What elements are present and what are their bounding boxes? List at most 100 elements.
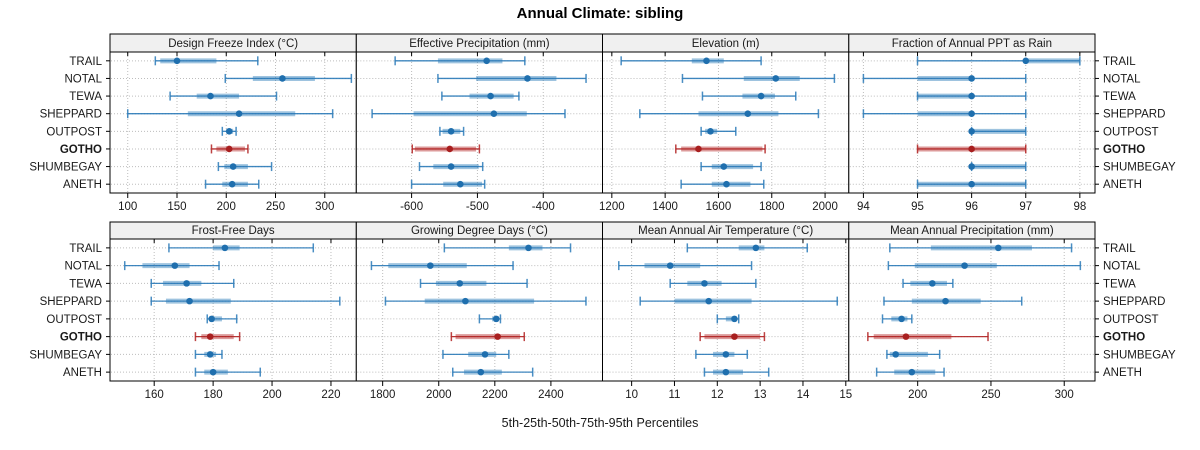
series-shumbegay — [700, 162, 762, 172]
series-aneth — [194, 367, 262, 377]
median-dot — [722, 351, 730, 358]
panel-body — [848, 238, 1096, 382]
series-gotho — [450, 332, 526, 342]
axis-tick-label: 2000 — [812, 201, 838, 213]
series-notal — [862, 73, 1027, 83]
site-label-left-tewa-row0: TEWA — [69, 91, 102, 103]
median-dot — [208, 315, 215, 323]
axis-tick-label: 1800 — [370, 389, 396, 401]
site-label-left-aneth-row1: ANETH — [63, 367, 102, 379]
axis-tick-label: 250 — [266, 201, 285, 213]
median-dot — [447, 163, 455, 170]
panel-body — [355, 238, 603, 382]
series-sheppard — [384, 296, 587, 306]
series-tewa — [169, 91, 278, 101]
series-shumbegay — [968, 162, 1027, 172]
median-dot — [1022, 57, 1030, 65]
axis-tick-label: 180 — [204, 389, 223, 401]
axis-tick-label: 97 — [1019, 201, 1032, 213]
panel-body — [602, 238, 850, 382]
series-notal — [224, 73, 353, 83]
site-label-right-sheppard-row0: SHEPPARD — [1103, 109, 1165, 121]
series-trail — [686, 243, 809, 253]
axis-tick-label: 1600 — [706, 201, 732, 213]
site-label-right-aneth-row1: ANETH — [1103, 367, 1142, 379]
panel-elevation-m: Elevation (m) 1200 1400 1600 1800 2000 — [599, 33, 850, 213]
median-dot — [757, 92, 765, 100]
axis-tick-label: 300 — [1055, 389, 1074, 401]
series-gotho — [675, 144, 766, 154]
axis-tick-label: 1400 — [652, 201, 678, 213]
axis-tick-label: 10 — [625, 389, 638, 401]
median-dot — [707, 128, 714, 135]
median-dot — [183, 280, 190, 287]
site-label-right-tewa-row1: TEWA — [1103, 278, 1136, 290]
panel-design-freeze-index-c: Design Freeze Index (°C) 100 150 200 250 300 — [106, 33, 357, 213]
median-dot — [772, 75, 780, 82]
median-dot — [206, 333, 214, 340]
median-dot — [968, 128, 975, 135]
median-dot — [731, 315, 738, 323]
axis-tick-label: 15 — [839, 389, 852, 401]
series-aneth — [204, 179, 260, 189]
series-sheppard — [862, 109, 1027, 119]
median-dot — [225, 145, 233, 153]
series-gotho — [210, 144, 249, 154]
site-label-left-gotho-row0: GOTHO — [60, 144, 102, 156]
series-sheppard — [126, 109, 334, 119]
series-shumbegay — [217, 162, 273, 172]
median-dot — [994, 244, 1002, 252]
panel-title: Design Freeze Index (°C) — [168, 38, 298, 50]
site-label-right-gotho-row0: GOTHO — [1103, 144, 1145, 156]
site-label-left-gotho-row1: GOTHO — [60, 332, 102, 344]
series-notal — [123, 261, 220, 271]
site-label-left-sheppard-row0: SHEPPARD — [40, 109, 102, 121]
series-outpost — [881, 314, 913, 324]
axis-tick-label: -600 — [400, 201, 423, 213]
site-label-left-sheppard-row1: SHEPPARD — [40, 296, 102, 308]
site-label-right-notal-row1: NOTAL — [1103, 261, 1141, 273]
axis-tick-label: 95 — [911, 201, 924, 213]
panel-body — [109, 51, 357, 194]
site-label-right-tewa-row0: TEWA — [1103, 91, 1136, 103]
series-notal — [437, 73, 587, 83]
median-dot — [961, 262, 968, 269]
series-gotho — [699, 332, 766, 342]
panel-body — [355, 51, 603, 194]
series-tewa — [441, 91, 520, 101]
series-outpost — [700, 126, 737, 136]
series-tewa — [902, 278, 954, 288]
axis-tick-label: 12 — [711, 389, 724, 401]
site-label-left-trail-row1: TRAIL — [69, 243, 102, 255]
axis-tick-label: 160 — [145, 389, 164, 401]
panel-fraction-of-annual-ppt-as-rain: Fraction of Annual PPT as Rain 94 95 96 97 98 — [848, 33, 1099, 213]
median-dot — [186, 297, 193, 305]
median-dot — [235, 110, 243, 117]
axis-tick-label: -400 — [532, 201, 555, 213]
median-dot — [524, 75, 531, 82]
site-label-left-shumbegay-row0: SHUMBEGAY — [29, 162, 102, 174]
median-dot — [703, 57, 710, 65]
series-aneth — [703, 367, 770, 377]
site-label-right-trail-row1: TRAIL — [1103, 243, 1136, 255]
axis-tick-label: 1200 — [599, 201, 625, 213]
median-dot — [723, 180, 730, 188]
panel-title: Fraction of Annual PPT as Rain — [892, 38, 1052, 50]
site-label-right-gotho-row1: GOTHO — [1103, 332, 1145, 344]
series-tewa — [916, 91, 1027, 101]
series-shumbegay — [886, 349, 941, 359]
median-dot — [207, 92, 214, 100]
series-notal — [370, 261, 514, 271]
median-dot — [206, 351, 214, 358]
axis-tick-label: 100 — [118, 201, 137, 213]
median-dot — [490, 110, 498, 117]
median-dot — [968, 92, 975, 100]
series-trail — [443, 243, 572, 253]
site-label-right-trail-row0: TRAIL — [1103, 56, 1136, 68]
series-aneth — [680, 179, 765, 189]
median-dot — [929, 280, 936, 287]
series-shumbegay — [442, 349, 510, 359]
median-dot — [481, 351, 489, 358]
series-sheppard — [883, 296, 1023, 306]
